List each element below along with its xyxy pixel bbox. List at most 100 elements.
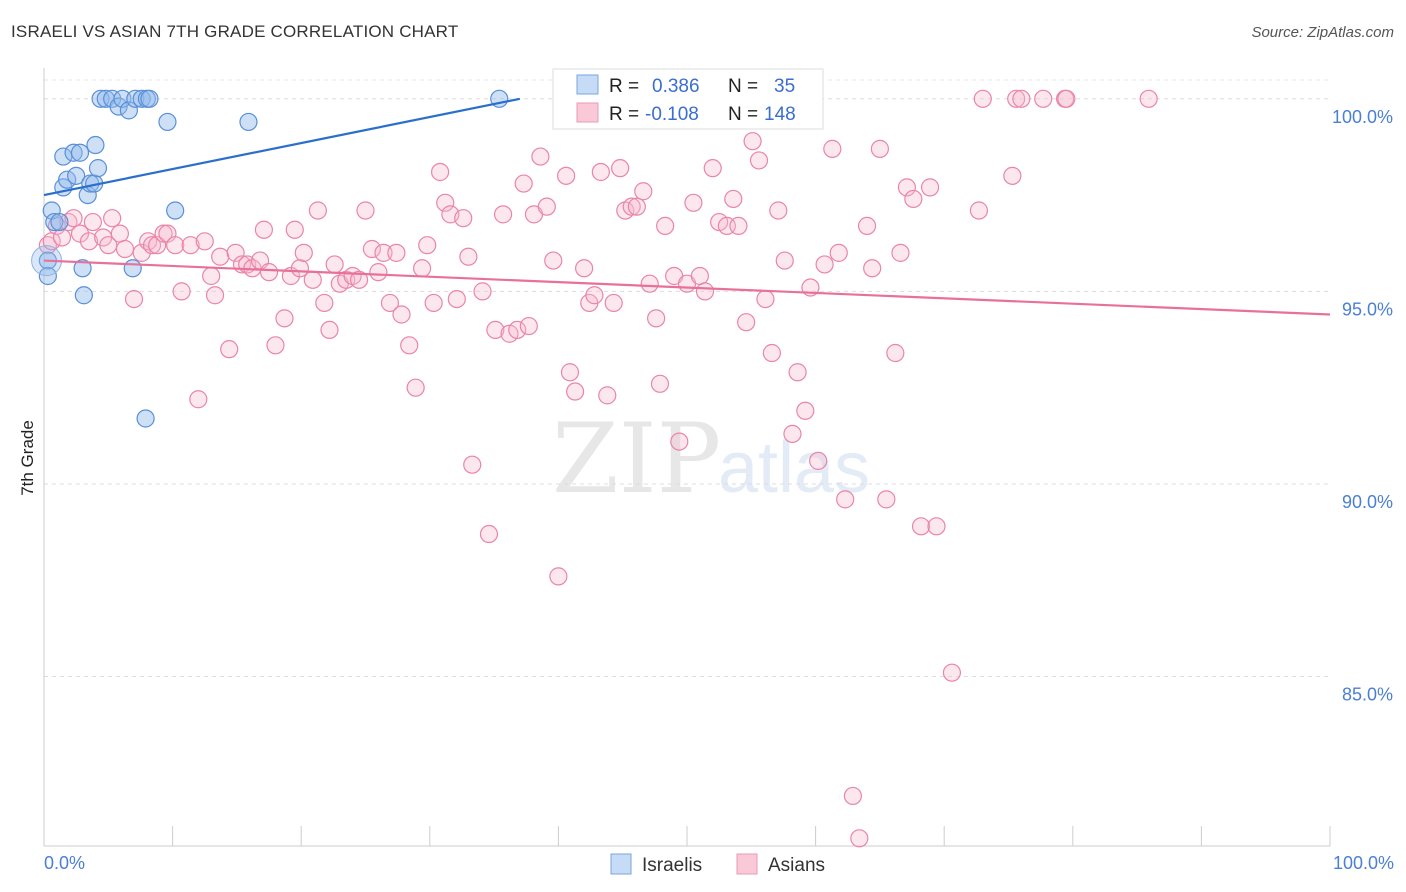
asian-point xyxy=(494,205,513,224)
asian-point xyxy=(166,236,185,255)
israeli-point xyxy=(123,259,142,278)
asian-point xyxy=(259,263,279,282)
asian-point xyxy=(424,293,443,313)
asian-point xyxy=(418,236,437,255)
trend-lines xyxy=(43,97,1331,316)
asians-swatch xyxy=(576,102,599,123)
x-tick-label-min: 0.0% xyxy=(44,853,85,873)
y-tick-label: 100.0% xyxy=(1332,107,1393,127)
asian-point xyxy=(211,247,230,266)
asian-point xyxy=(181,236,200,255)
asian-point xyxy=(788,363,807,382)
israeli-point xyxy=(70,143,90,162)
asian-point xyxy=(519,316,538,336)
asian-point xyxy=(308,201,328,220)
asian-point xyxy=(1139,89,1158,108)
asians-r-value: -0.108 xyxy=(645,104,699,125)
asian-point xyxy=(877,490,896,509)
asian-point xyxy=(973,89,992,108)
asian-point xyxy=(406,378,425,397)
asian-point xyxy=(557,166,576,185)
israeli-point xyxy=(67,166,86,185)
asian-point xyxy=(1034,89,1053,108)
y-axis-label: 7th Grade xyxy=(18,420,37,496)
asian-point xyxy=(863,259,882,278)
asian-point xyxy=(647,309,666,328)
asian-point xyxy=(254,220,274,239)
asian-point xyxy=(622,197,641,216)
asian-point xyxy=(473,282,492,301)
asian-point xyxy=(775,251,794,270)
asian-point xyxy=(815,255,834,274)
israeli-point xyxy=(45,212,64,232)
bottom-legend-asians-swatch xyxy=(736,853,758,875)
asian-point xyxy=(611,159,630,178)
asian-point xyxy=(1003,166,1022,185)
asian-point xyxy=(897,178,917,197)
gridlines xyxy=(44,79,1330,678)
watermark-zip: ZIP xyxy=(552,403,721,515)
y-tick-label: 85.0% xyxy=(1342,685,1393,705)
asian-point xyxy=(392,305,411,324)
asian-point xyxy=(356,201,375,220)
asian-point xyxy=(454,209,473,228)
asian-point xyxy=(220,340,239,359)
asian-point xyxy=(380,293,400,313)
asian-point xyxy=(103,209,122,228)
bottom-legend: Israelis Asians xyxy=(610,853,825,876)
israelis-r-value: 0.386 xyxy=(652,76,700,97)
asian-point xyxy=(843,786,862,806)
asian-point xyxy=(172,282,191,301)
israeli-point xyxy=(166,201,185,220)
israeli-point xyxy=(136,409,155,428)
asian-point xyxy=(195,232,214,251)
asian-point xyxy=(537,197,556,216)
asian-point xyxy=(942,663,962,682)
asian-point xyxy=(743,132,762,151)
asian-point xyxy=(598,386,617,405)
asian-point xyxy=(969,201,989,220)
asian-point xyxy=(591,162,610,182)
asian-point xyxy=(531,147,550,166)
asian-point xyxy=(850,829,869,848)
asian-point xyxy=(226,243,245,262)
asian-point xyxy=(911,517,931,536)
asians-trend-line xyxy=(43,259,1331,316)
asian-point xyxy=(560,363,580,382)
israeli-point xyxy=(64,143,83,162)
asian-point xyxy=(1007,89,1026,108)
x-ticks xyxy=(43,826,1331,846)
asian-point xyxy=(783,424,802,443)
asian-point xyxy=(1057,89,1076,108)
asian-point xyxy=(729,216,748,236)
asian-point xyxy=(756,289,775,309)
asian-point xyxy=(684,193,703,212)
israeli-point xyxy=(239,112,258,132)
asian-point xyxy=(670,432,689,451)
israeli-point xyxy=(58,170,77,189)
x-tick-label-max: 100.0% xyxy=(1333,853,1394,873)
asian-point xyxy=(463,455,482,474)
israeli-point xyxy=(86,135,105,155)
chart-title: ISRAELI VS ASIAN 7TH GRADE CORRELATION C… xyxy=(11,22,459,41)
asians-r-label: R = xyxy=(609,104,639,125)
asian-point xyxy=(769,201,788,220)
asian-point xyxy=(891,243,910,262)
asian-point xyxy=(154,224,173,243)
source-label: Source: ZipAtlas.com xyxy=(1251,24,1394,41)
asian-point xyxy=(737,313,756,332)
asian-point xyxy=(585,286,604,305)
asian-point xyxy=(374,243,393,262)
israeli-point xyxy=(74,286,93,305)
asian-point xyxy=(920,178,940,197)
asian-point xyxy=(656,216,675,236)
israelis-r-label: R = xyxy=(609,76,639,97)
israeli-point xyxy=(132,89,151,108)
asian-point xyxy=(640,274,659,293)
bottom-legend-israelis-swatch xyxy=(610,853,632,875)
asian-point xyxy=(809,451,828,470)
asian-point xyxy=(148,236,167,255)
asians-n-label: N = xyxy=(728,104,758,125)
israeli-point xyxy=(50,212,69,232)
asian-point xyxy=(724,189,743,209)
